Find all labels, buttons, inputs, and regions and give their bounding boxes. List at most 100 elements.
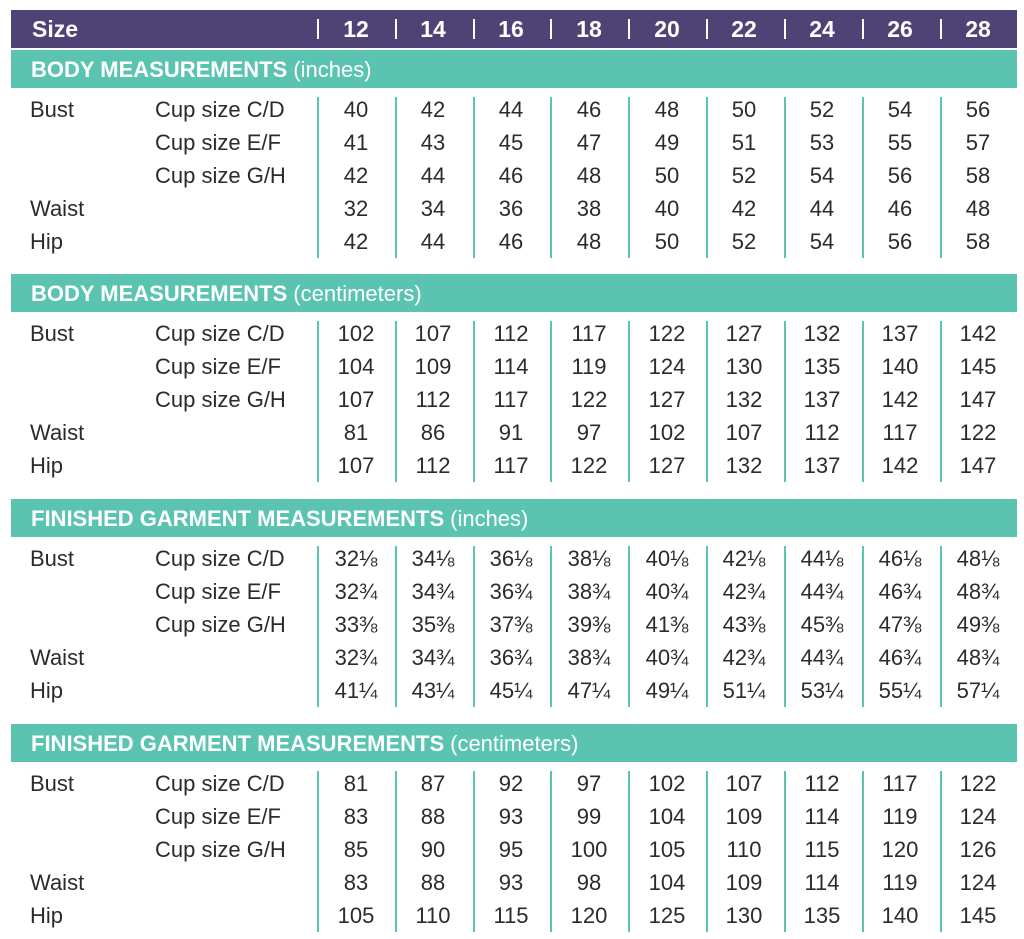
section-title-text: BODY MEASUREMENTS <box>31 57 288 82</box>
measurement-cell: 38¾ <box>567 645 611 670</box>
measurement-cell: 81 <box>343 771 369 796</box>
measurement-cell: 50 <box>731 97 757 122</box>
measurement-cell: 47 <box>576 130 602 155</box>
measurement-cell: 86 <box>420 420 446 445</box>
column-divider <box>473 771 475 932</box>
measurement-cell: 105 <box>337 903 375 928</box>
row-sublabel: Cup size G/H <box>155 163 286 188</box>
measurement-cell: 48 <box>965 196 991 221</box>
measurement-cell: 49 <box>654 130 680 155</box>
measurement-cell: 53 <box>809 130 835 155</box>
measurement-cell: 115 <box>493 903 529 928</box>
measurement-cell: 107 <box>414 321 452 346</box>
measurement-cell: 107 <box>337 453 375 478</box>
measurement-cell: 99 <box>576 804 602 829</box>
column-divider <box>628 546 630 707</box>
measurement-cell: 124 <box>648 354 686 379</box>
column-divider <box>862 771 864 932</box>
measurement-cell: 130 <box>725 354 763 379</box>
measurement-cell: 125 <box>648 903 686 928</box>
measurement-cell: 81 <box>343 420 369 445</box>
measurement-cell: 48 <box>576 229 602 254</box>
row-label: Hip <box>30 229 64 254</box>
measurement-cell: 36¾ <box>489 645 533 670</box>
measurement-cell: 107 <box>337 387 375 412</box>
measurement-cell: 114 <box>804 804 840 829</box>
measurement-cell: 147 <box>959 387 997 412</box>
size-column-header: 22 <box>731 16 757 42</box>
measurement-cell: 48¾ <box>956 645 1000 670</box>
measurement-cell: 122 <box>570 387 608 412</box>
section-title: FINISHED GARMENT MEASUREMENTS (inches) <box>31 499 528 537</box>
measurement-cell: 83 <box>343 870 369 895</box>
measurement-cell: 95 <box>498 837 524 862</box>
measurement-cell: 42 <box>731 196 757 221</box>
measurement-cell: 122 <box>959 420 997 445</box>
header-divider <box>550 19 552 39</box>
column-divider <box>317 97 319 258</box>
column-divider <box>473 546 475 707</box>
column-divider <box>395 97 397 258</box>
header-divider <box>706 19 708 39</box>
header-divider <box>317 19 319 39</box>
measurement-cell: 44¾ <box>800 579 844 604</box>
column-divider <box>784 546 786 707</box>
column-divider <box>395 321 397 482</box>
measurement-cell: 140 <box>881 903 919 928</box>
measurement-cell: 47⅜ <box>878 612 922 637</box>
measurement-cell: 40¾ <box>645 645 689 670</box>
measurement-cell: 48¾ <box>956 579 1000 604</box>
measurement-cell: 114 <box>804 870 840 895</box>
measurement-cell: 42 <box>343 229 369 254</box>
measurement-cell: 46⅛ <box>878 546 922 571</box>
section-band: FINISHED GARMENT MEASUREMENTS (centimeter… <box>11 724 1017 762</box>
measurement-cell: 132 <box>725 453 763 478</box>
measurement-cell: 36¾ <box>489 579 533 604</box>
header-divider <box>940 19 942 39</box>
measurement-cell: 110 <box>726 837 762 862</box>
measurement-cell: 102 <box>648 420 686 445</box>
column-divider <box>940 321 942 482</box>
measurement-cell: 50 <box>654 163 680 188</box>
measurement-cell: 112 <box>804 771 840 796</box>
measurement-cell: 137 <box>881 321 919 346</box>
size-column-header: 28 <box>965 16 991 42</box>
row-sublabel: Cup size C/D <box>155 546 285 571</box>
measurement-cell: 102 <box>337 321 375 346</box>
column-divider <box>317 771 319 932</box>
measurement-cell: 45¼ <box>489 678 533 703</box>
measurement-cell: 112 <box>493 321 529 346</box>
column-divider <box>784 97 786 258</box>
measurement-cell: 41⅜ <box>645 612 689 637</box>
measurement-cell: 44 <box>498 97 524 122</box>
measurement-cell: 135 <box>803 903 841 928</box>
measurement-cell: 37⅜ <box>489 612 533 637</box>
measurement-cell: 104 <box>648 804 686 829</box>
measurement-cell: 142 <box>959 321 997 346</box>
measurement-cell: 97 <box>576 771 602 796</box>
column-divider <box>628 97 630 258</box>
measurement-cell: 32¾ <box>334 645 378 670</box>
section-unit: (centimeters) <box>450 731 579 756</box>
measurement-cell: 127 <box>725 321 763 346</box>
column-divider <box>395 771 397 932</box>
measurement-cell: 49⅜ <box>956 612 1000 637</box>
row-label: Waist <box>30 196 85 221</box>
measurement-cell: 34 <box>420 196 446 221</box>
measurement-cell: 53¼ <box>800 678 844 703</box>
measurement-cell: 52 <box>731 163 757 188</box>
size-column-header: 12 <box>343 16 369 42</box>
row-label: Waist <box>30 645 85 670</box>
measurement-cell: 42¾ <box>722 579 766 604</box>
measurement-cell: 52 <box>809 97 835 122</box>
measurement-cell: 43⅜ <box>722 612 766 637</box>
measurement-cell: 120 <box>881 837 919 862</box>
measurement-cell: 54 <box>809 229 835 254</box>
measurement-cell: 119 <box>571 354 607 379</box>
measurement-cell: 48⅛ <box>956 546 1000 571</box>
measurement-cell: 102 <box>648 771 686 796</box>
measurement-cell: 135 <box>803 354 841 379</box>
section-unit: (centimeters) <box>293 281 422 306</box>
measurement-cell: 44 <box>420 163 446 188</box>
